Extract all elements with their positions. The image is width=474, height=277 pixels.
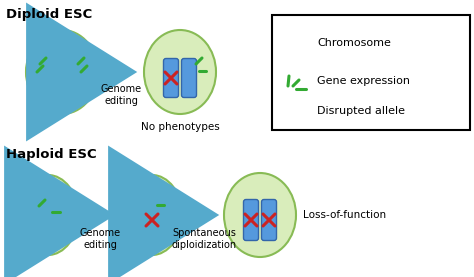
FancyBboxPatch shape <box>164 58 179 98</box>
Ellipse shape <box>26 30 98 114</box>
Ellipse shape <box>224 173 296 257</box>
Text: Spontaneous
diploidization: Spontaneous diploidization <box>172 228 237 250</box>
Text: No phenotypes: No phenotypes <box>141 122 219 132</box>
Text: Genome
editing: Genome editing <box>100 84 142 106</box>
FancyBboxPatch shape <box>262 199 276 240</box>
Ellipse shape <box>122 175 182 255</box>
FancyBboxPatch shape <box>244 199 258 240</box>
Text: Loss-of-function: Loss-of-function <box>303 210 386 220</box>
FancyBboxPatch shape <box>287 25 301 60</box>
FancyBboxPatch shape <box>40 199 55 242</box>
Text: Haploid ESC: Haploid ESC <box>6 148 97 161</box>
Text: Disrupted allele: Disrupted allele <box>317 106 405 116</box>
FancyBboxPatch shape <box>46 58 61 98</box>
Ellipse shape <box>18 175 78 255</box>
Ellipse shape <box>144 30 216 114</box>
FancyBboxPatch shape <box>64 58 79 98</box>
FancyBboxPatch shape <box>182 58 197 98</box>
Text: Chromosome: Chromosome <box>317 38 391 48</box>
Text: Gene expression: Gene expression <box>317 76 410 86</box>
FancyBboxPatch shape <box>272 15 470 130</box>
Text: Genome
editing: Genome editing <box>80 228 120 250</box>
Text: Diploid ESC: Diploid ESC <box>6 8 92 21</box>
FancyBboxPatch shape <box>145 199 159 242</box>
